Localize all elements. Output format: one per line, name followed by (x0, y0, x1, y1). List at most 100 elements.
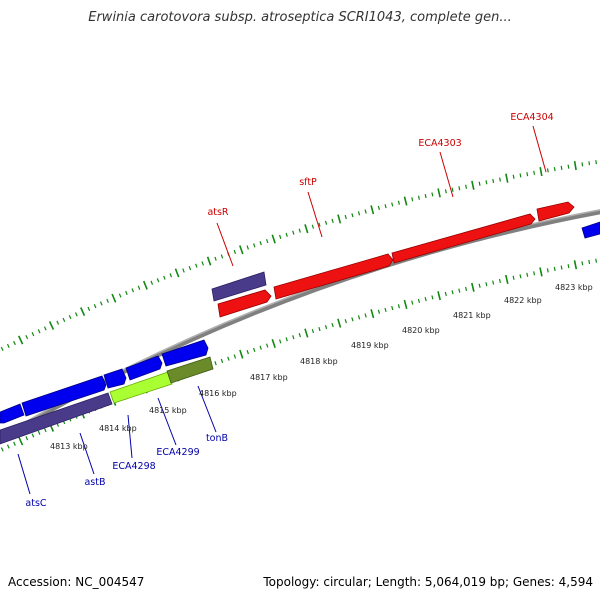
kbp-label: 4819 kbp (351, 341, 389, 350)
tick-mark (318, 222, 321, 227)
tick-mark (37, 329, 41, 334)
tick-mark (195, 263, 198, 268)
tick-mark (292, 335, 295, 340)
tick-mark (331, 323, 334, 328)
tick-mark (227, 356, 230, 361)
tick-mark (370, 309, 375, 319)
tick-mark (318, 327, 321, 332)
gene-ECA4299-block[interactable] (166, 356, 214, 384)
gene-atsR-block[interactable] (211, 271, 267, 302)
tick-mark (298, 333, 301, 338)
reverse-genes (0, 339, 214, 445)
gene-ECA4304[interactable] (536, 201, 575, 222)
kbp-label: 4815 kbp (149, 406, 187, 415)
gene-red-small[interactable] (217, 289, 272, 318)
tick-mark (266, 343, 269, 348)
gene-label-ECA4299[interactable]: ECA4299 (156, 447, 199, 458)
tick-mark (465, 184, 468, 189)
tick-mark (188, 265, 192, 271)
tick-mark (56, 320, 60, 325)
kbp-label: 4817 kbp (250, 373, 288, 382)
tick-mark (271, 338, 276, 349)
tick-mark (377, 309, 381, 314)
tick-mark (220, 254, 224, 259)
tick-mark (512, 174, 515, 179)
label-leaders (17, 125, 547, 495)
tick-mark (403, 196, 408, 206)
tick-mark (239, 245, 244, 255)
tick-mark (370, 205, 375, 215)
gene-label-astB[interactable]: astB (84, 477, 105, 488)
tick-mark (74, 312, 78, 317)
tick-mark (344, 319, 347, 324)
tick-mark (437, 291, 441, 301)
gene-blue-2[interactable] (21, 375, 107, 417)
tick-mark (163, 275, 166, 280)
tick-mark (417, 195, 420, 200)
tick-mark (106, 298, 109, 303)
tick-mark (485, 180, 488, 185)
gene-label-atsC[interactable]: atsC (25, 498, 46, 509)
gene-blue-5[interactable] (161, 339, 209, 367)
tick-mark (214, 256, 217, 261)
tick-mark (25, 436, 29, 441)
gene-label-ECA4304[interactable]: ECA4304 (510, 112, 553, 123)
tick-mark (397, 200, 400, 205)
gene-blue-3[interactable] (103, 368, 127, 389)
tick-mark (239, 349, 244, 359)
tick-mark (43, 427, 47, 433)
tick-mark (560, 265, 563, 270)
tick-mark (431, 192, 434, 197)
tick-mark (391, 202, 394, 207)
tick-mark (478, 181, 481, 186)
tick-mark (444, 189, 447, 194)
tick-mark (174, 268, 180, 278)
gene-label-ECA4298[interactable]: ECA4298 (112, 461, 155, 472)
tick-mark (111, 293, 117, 303)
tick-mark (0, 346, 4, 351)
gene-label-sftP[interactable]: sftP (299, 177, 317, 188)
tick-mark (156, 278, 160, 283)
gene-ECA4298-block[interactable] (109, 371, 173, 404)
gene-label-tonB[interactable]: tonB (206, 433, 228, 444)
tick-mark (567, 264, 570, 269)
tick-mark (285, 337, 288, 342)
tick-mark (417, 298, 421, 303)
tick-mark (546, 168, 549, 173)
kbp-label: 4820 kbp (402, 326, 440, 335)
tick-mark (0, 447, 4, 452)
tick-mark (99, 301, 103, 306)
tick-mark (492, 280, 495, 285)
tick-mark (588, 161, 591, 166)
tick-mark (505, 274, 509, 284)
gene-blue-edge[interactable] (581, 221, 600, 239)
tick-mark (499, 177, 501, 182)
gene-label-atsR[interactable]: atsR (207, 207, 228, 218)
tick-mark (259, 345, 262, 350)
tick-mark (512, 275, 515, 280)
tick-mark (533, 271, 536, 276)
tick-mark (546, 268, 549, 273)
tick-mark (451, 187, 454, 192)
gene-atsC-block[interactable] (0, 392, 113, 445)
gene-ECA4303[interactable] (391, 213, 536, 264)
tick-mark (324, 220, 328, 225)
kbp-label: 4821 kbp (453, 311, 491, 320)
gene-label-ECA4303[interactable]: ECA4303 (418, 138, 461, 149)
kbp-label: 4814 kbp (99, 424, 137, 433)
tick-mark (68, 315, 72, 320)
tick-mark (279, 234, 282, 239)
gene-blue-4[interactable] (125, 355, 163, 381)
gene-sftP[interactable] (273, 253, 394, 300)
tick-mark (595, 258, 598, 263)
tick-mark (357, 315, 361, 320)
tick-mark (478, 283, 481, 288)
tick-mark (271, 234, 276, 244)
tick-mark (93, 304, 97, 309)
tick-mark (331, 218, 334, 223)
tick-mark (560, 165, 563, 171)
genome-stats-text: Topology: circular; Length: 5,064,019 bp… (263, 575, 593, 589)
gene-blue-1[interactable] (0, 403, 25, 424)
tick-mark (253, 243, 256, 248)
